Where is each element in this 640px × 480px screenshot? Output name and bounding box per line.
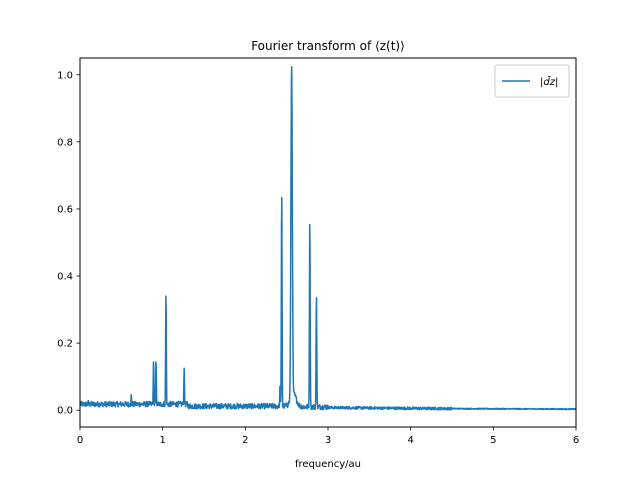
x-tick-label: 6 <box>573 435 579 446</box>
y-tick-label: 0.8 <box>57 137 73 148</box>
chart-title: Fourier transform of ⟨z(t)⟩ <box>251 39 405 53</box>
y-tick-label: 1.0 <box>57 70 73 81</box>
x-tick-label: 2 <box>242 435 248 446</box>
y-tick-label: 0.4 <box>57 272 73 283</box>
legend-box <box>494 64 570 98</box>
x-axis-label: frequency/au <box>295 459 361 470</box>
x-tick-label: 5 <box>490 435 496 446</box>
x-tick-label: 3 <box>325 435 331 446</box>
y-axis: 0.0 0.2 0.4 0.6 0.8 1.0 <box>57 70 80 417</box>
y-tick-label: 0.6 <box>57 204 73 215</box>
x-tick-label: 0 <box>77 435 83 446</box>
legend: |d̃z| <box>494 64 570 98</box>
x-tick-label: 4 <box>407 435 413 446</box>
y-tick-label: 0.0 <box>57 406 73 417</box>
x-tick-label: 1 <box>159 435 165 446</box>
series-line-dz <box>80 65 576 411</box>
y-tick-label: 0.2 <box>57 339 73 350</box>
legend-label: |d̃z| <box>540 75 558 88</box>
x-axis: 0 1 2 3 4 5 6 <box>77 427 579 446</box>
series-layer <box>80 65 576 411</box>
